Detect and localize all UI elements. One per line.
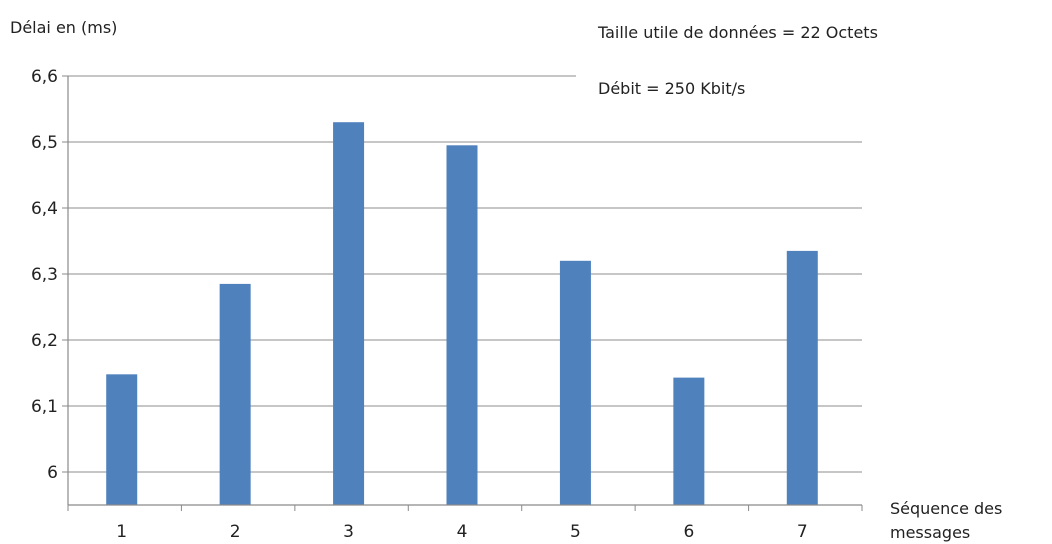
y-tick-labels: 6 6,1 6,2 6,3 6,4 6,5 6,6	[31, 67, 58, 483]
y-tick-label: 6	[47, 463, 58, 483]
y-tick-label: 6,1	[31, 397, 58, 417]
bar	[673, 377, 705, 505]
y-tick-label: 6,4	[31, 199, 58, 219]
bar	[106, 374, 138, 505]
x-tick-labels: 1 2 3 4 5 6 7	[116, 522, 807, 542]
y-tick-label: 6,3	[31, 265, 58, 285]
y-tick-label: 6,6	[31, 67, 58, 87]
bar	[559, 260, 591, 505]
x-axis-label: Séquence des messages	[890, 499, 1002, 542]
bar	[333, 122, 365, 505]
payload-annotation: Taille utile de données = 22 Octets	[597, 23, 878, 42]
x-tick-label: 3	[343, 522, 354, 542]
x-tick-label: 2	[230, 522, 241, 542]
x-tick-label: 7	[797, 522, 808, 542]
x-tick-label: 5	[570, 522, 581, 542]
x-tick-label: 6	[683, 522, 694, 542]
y-axis-label: Délai en (ms)	[10, 18, 117, 37]
rate-annotation: Débit = 250 Kbit/s	[598, 79, 745, 98]
axes	[62, 75, 863, 511]
bar	[786, 250, 818, 505]
x-tick-label: 1	[116, 522, 127, 542]
x-tick-label: 4	[457, 522, 468, 542]
bar	[219, 283, 251, 505]
y-tick-label: 6,2	[31, 331, 58, 351]
y-tick-label: 6,5	[31, 133, 58, 153]
bars	[106, 122, 818, 506]
bar	[446, 145, 478, 506]
